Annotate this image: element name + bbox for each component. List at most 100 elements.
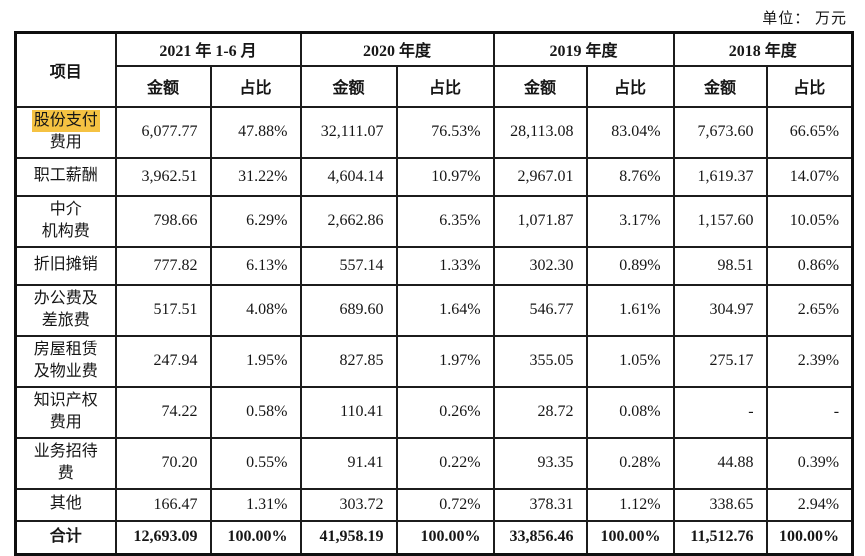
amount-cell: 546.77 [492, 283, 588, 337]
table-row-entertainment: 业务招待 费 70.20 0.55% 91.41 0.22% 93.35 0.2… [14, 436, 854, 490]
amount-cell: 304.97 [672, 283, 768, 337]
header-year-row: 项目 2021 年 1-6 月 2020 年度 2019 年度 2018 年度 [14, 31, 854, 108]
ratio-header-2018: 占比 [765, 64, 854, 108]
row-label-line2: 及物业费 [33, 363, 98, 380]
ratio-cell: 100.00% [395, 519, 495, 556]
amount-cell: 70.20 [114, 436, 212, 490]
row-label: 中介 机构费 [14, 194, 117, 248]
amount-cell: 91.41 [299, 436, 398, 490]
ratio-header-2020: 占比 [395, 64, 495, 108]
ratio-cell: 66.65% [765, 105, 854, 159]
ratio-header-2021h1: 占比 [209, 64, 302, 108]
row-label-line2: 费 [57, 465, 74, 482]
unit-label: 单位： 万元 [762, 11, 847, 27]
amount-cell: 7,673.60 [672, 105, 768, 159]
amount-cell: 303.72 [299, 487, 398, 522]
table-row-rent-property: 房屋租赁 及物业费 247.94 1.95% 827.85 1.97% 355.… [14, 334, 854, 388]
row-label-line2: 差旅费 [41, 312, 90, 329]
amount-cell: 2,967.01 [492, 156, 588, 197]
ratio-cell: 10.97% [395, 156, 495, 197]
ratio-cell: 100.00% [765, 519, 854, 556]
ratio-cell: 0.89% [585, 245, 675, 286]
amount-cell: 28.72 [492, 385, 588, 439]
header-subhead-row: 金额 占比 金额 占比 金额 占比 金额 占比 [16, 64, 854, 108]
row-label: 其他 [14, 487, 117, 522]
ratio-cell: 1.31% [209, 487, 302, 522]
ratio-cell: 100.00% [209, 519, 302, 556]
row-label: 业务招待 费 [14, 436, 117, 490]
amount-cell: 247.94 [114, 334, 212, 388]
row-label-line1: 折旧摊销 [33, 256, 98, 274]
ratio-header-2019: 占比 [585, 64, 675, 108]
ratio-cell: 0.39% [765, 436, 854, 490]
ratio-cell: 0.58% [209, 385, 302, 439]
amount-cell: 74.22 [114, 385, 212, 439]
period-header-2019: 2019 年度 [492, 31, 675, 67]
row-label-line1: 职工薪酬 [33, 167, 98, 185]
ratio-cell: 100.00% [585, 519, 675, 556]
amount-cell: 33,856.46 [492, 519, 588, 556]
ratio-cell: 2.65% [765, 283, 854, 337]
period-header-2020: 2020 年度 [299, 31, 495, 67]
amount-cell: 302.30 [492, 245, 588, 286]
amount-cell: 12,693.09 [114, 519, 212, 556]
ratio-cell: 0.26% [395, 385, 495, 439]
amount-cell: 6,077.77 [114, 105, 212, 159]
table-row-other: 其他 166.47 1.31% 303.72 0.72% 378.31 1.12… [14, 487, 854, 522]
row-label: 股份支付 费用 [14, 105, 117, 159]
amount-cell: 32,111.07 [299, 105, 398, 159]
ratio-cell: 1.12% [585, 487, 675, 522]
row-label-line1: 知识产权 [33, 391, 98, 409]
ratio-cell: 1.33% [395, 245, 495, 286]
row-label-line1: 业务招待 [33, 442, 98, 460]
row-label: 办公费及 差旅费 [14, 283, 117, 337]
item-column-header: 项目 [14, 31, 117, 108]
amount-cell: 1,619.37 [672, 156, 768, 197]
row-label-line1: 中介 [49, 200, 82, 218]
amount-cell: 11,512.76 [672, 519, 768, 556]
period-header-2021h1: 2021 年 1-6 月 [114, 31, 302, 67]
ratio-cell: 0.22% [395, 436, 495, 490]
expense-breakdown-table: 项目 2021 年 1-6 月 2020 年度 2019 年度 2018 年度 … [14, 31, 855, 556]
ratio-cell: 1.97% [395, 334, 495, 388]
amount-cell: 275.17 [672, 334, 768, 388]
amount-cell: 166.47 [114, 487, 212, 522]
amount-cell: 4,604.14 [299, 156, 398, 197]
amount-cell: 1,071.87 [492, 194, 588, 248]
amount-header-2021h1: 金额 [114, 64, 212, 108]
ratio-cell: 1.61% [585, 283, 675, 337]
ratio-cell: 2.39% [765, 334, 854, 388]
row-label: 职工薪酬 [14, 156, 117, 197]
table-row-office-travel: 办公费及 差旅费 517.51 4.08% 689.60 1.64% 546.7… [14, 283, 854, 337]
ratio-cell: - [765, 385, 854, 439]
amount-cell: 378.31 [492, 487, 588, 522]
period-header-2018: 2018 年度 [672, 31, 854, 67]
ratio-cell: 6.13% [209, 245, 302, 286]
row-label-line1: 其他 [49, 495, 82, 513]
amount-header-2019: 金额 [492, 64, 588, 108]
row-label-line1: 办公费及 [33, 289, 98, 307]
table-row-share-payment: 股份支付 费用 6,077.77 47.88% 32,111.07 76.53%… [14, 105, 854, 159]
table-row-salary: 职工薪酬 3,962.51 31.22% 4,604.14 10.97% 2,9… [14, 156, 854, 197]
ratio-cell: 0.55% [209, 436, 302, 490]
amount-cell: 338.65 [672, 487, 768, 522]
table-row-intermediary: 中介 机构费 798.66 6.29% 2,662.86 6.35% 1,071… [14, 194, 854, 248]
ratio-cell: 8.76% [585, 156, 675, 197]
amount-cell: 93.35 [492, 436, 588, 490]
ratio-cell: 1.95% [209, 334, 302, 388]
row-label-line2: 费用 [49, 134, 82, 151]
amount-cell: 28,113.08 [492, 105, 588, 159]
amount-header-2020: 金额 [299, 64, 398, 108]
amount-cell: 110.41 [299, 385, 398, 439]
amount-cell: 44.88 [672, 436, 768, 490]
row-label: 折旧摊销 [14, 245, 117, 286]
ratio-cell: 83.04% [585, 105, 675, 159]
total-row-label: 合计 [14, 519, 117, 556]
amount-cell: 3,962.51 [114, 156, 212, 197]
row-label: 房屋租赁 及物业费 [14, 334, 117, 388]
amount-cell: 355.05 [492, 334, 588, 388]
ratio-cell: 1.64% [395, 283, 495, 337]
ratio-cell: 0.08% [585, 385, 675, 439]
ratio-cell: 0.86% [765, 245, 854, 286]
ratio-cell: 1.05% [585, 334, 675, 388]
